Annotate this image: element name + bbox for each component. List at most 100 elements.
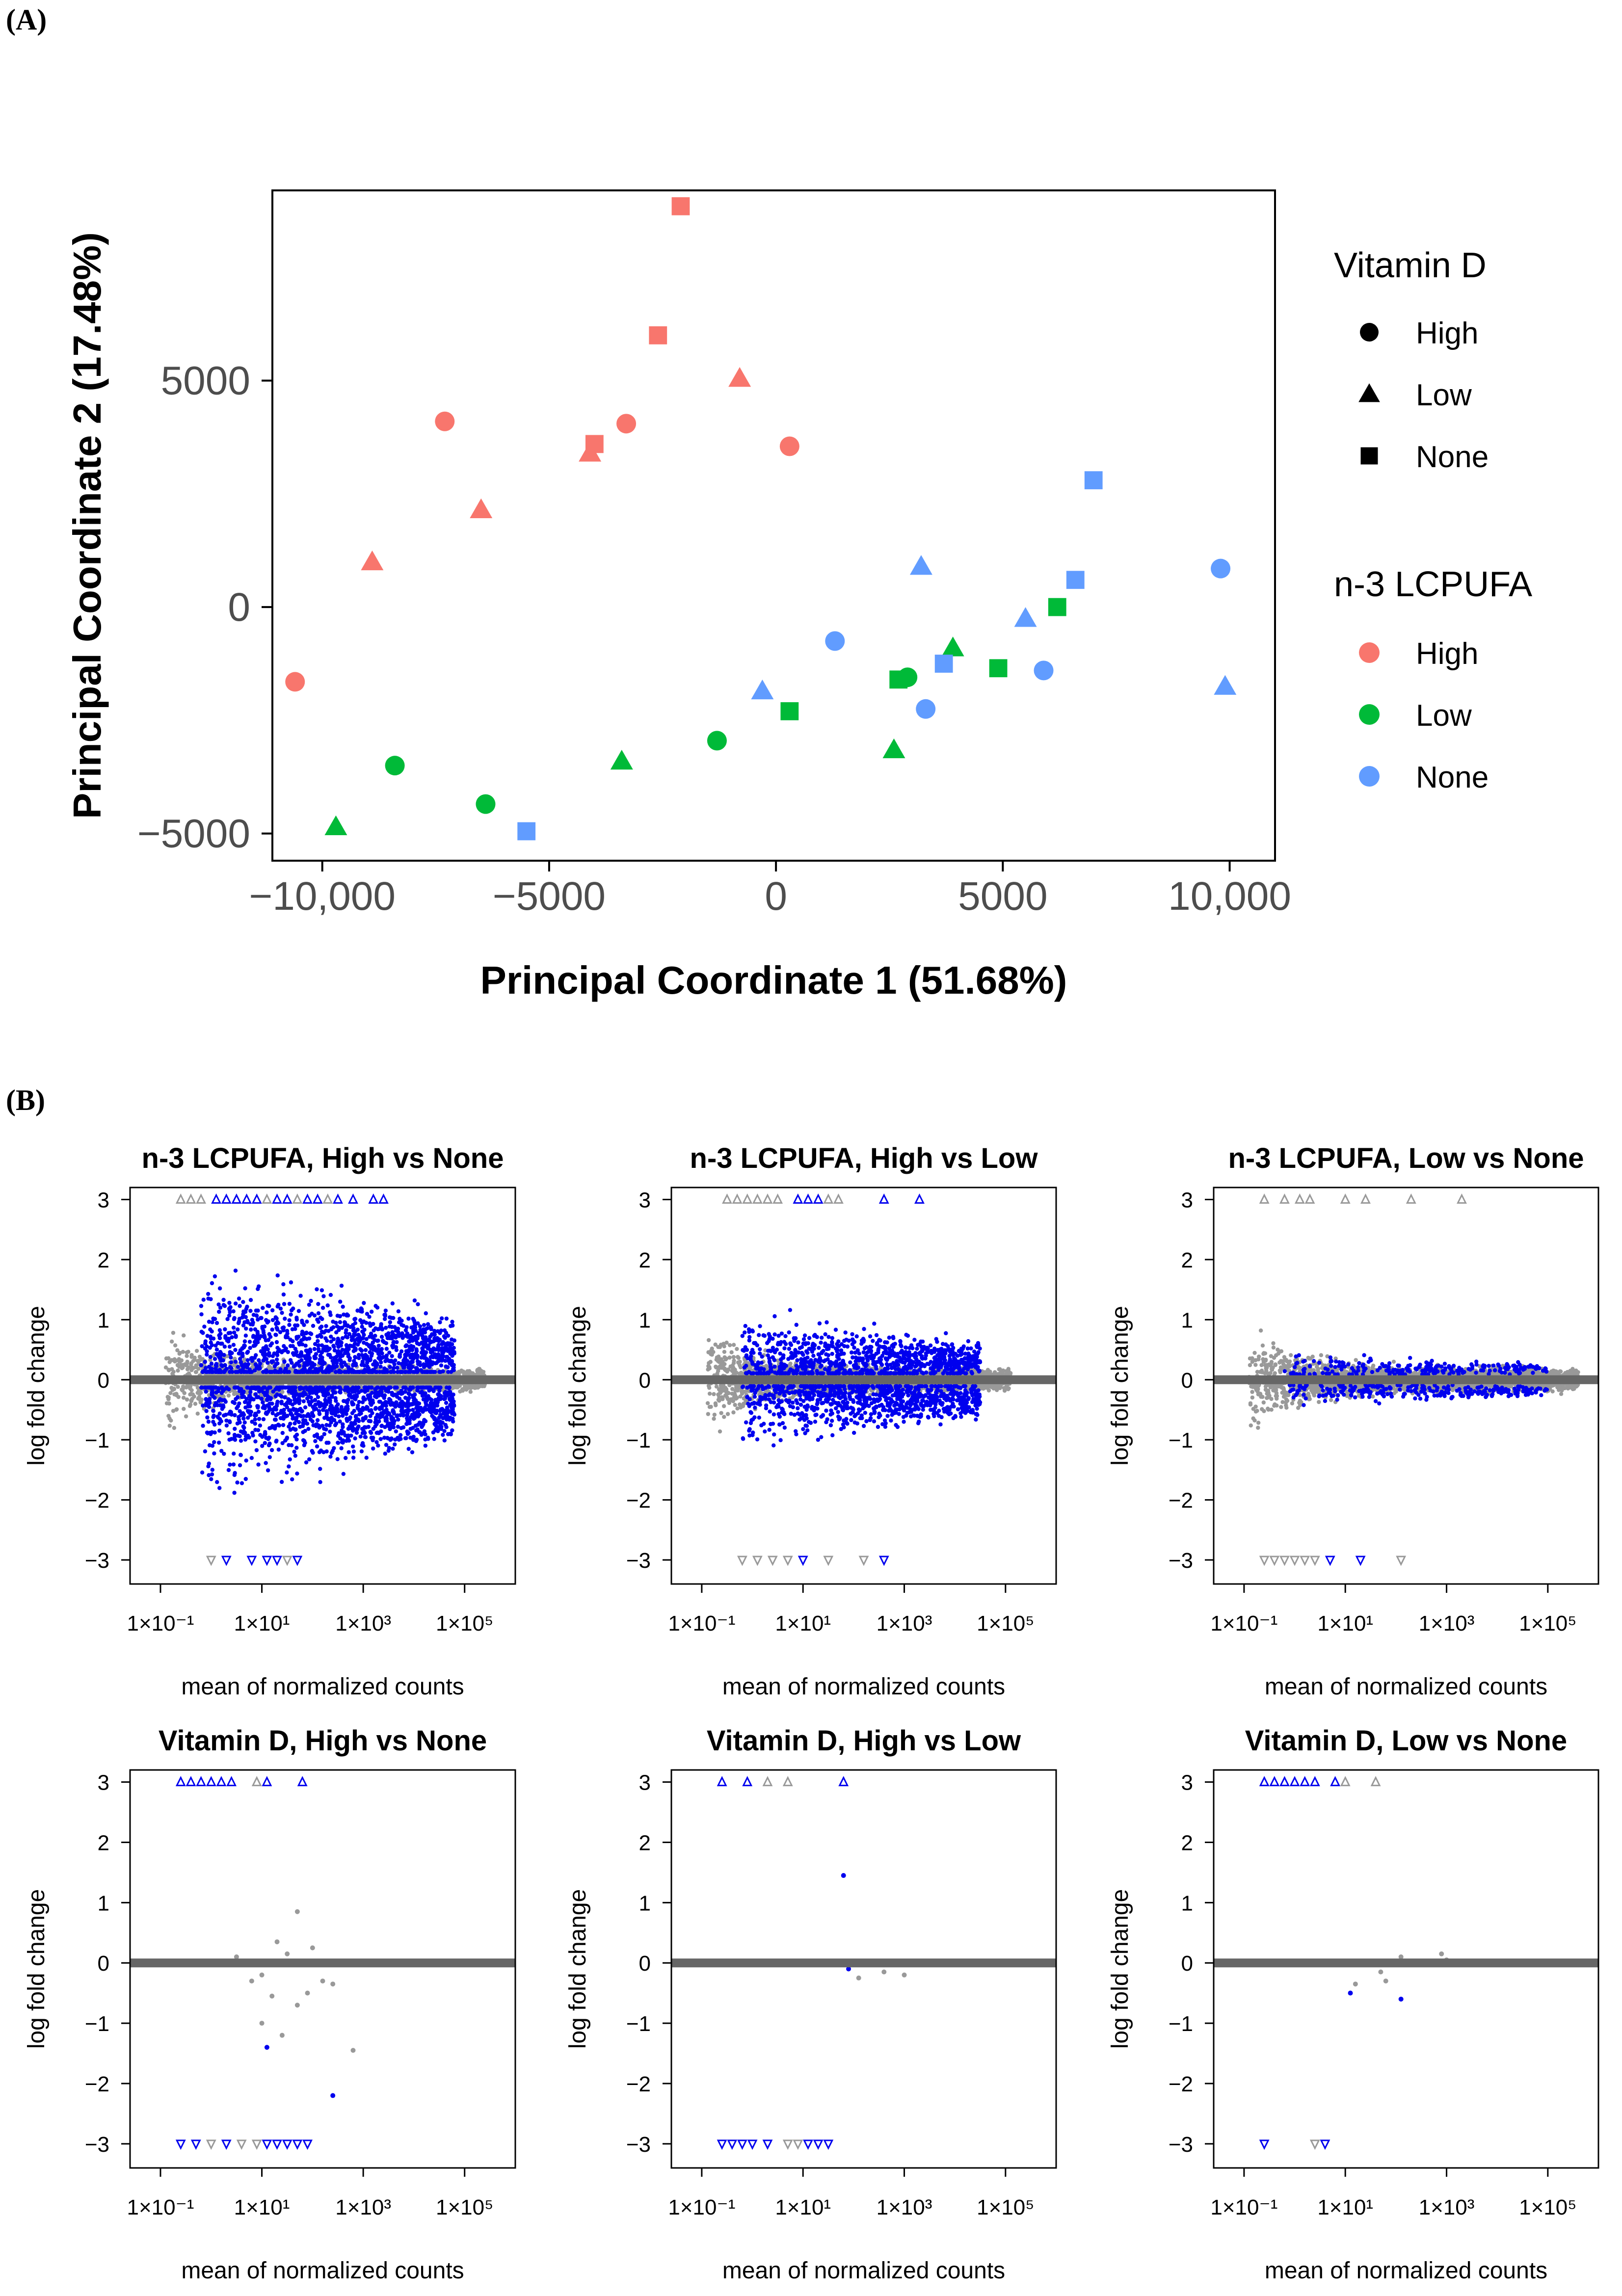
point-sig [434,1361,439,1365]
point-sig [436,1429,440,1433]
point-sig [446,1365,450,1370]
point-nonsig [465,1379,470,1383]
point-sig [369,1346,373,1351]
point-sig [414,1351,418,1356]
point-sig [359,1389,364,1393]
point-sig [346,1389,350,1394]
point-sig [305,1353,310,1357]
point-sig [368,1357,372,1361]
point-nonsig [216,1365,220,1370]
point-nonsig [425,1380,430,1385]
point-sig [223,1327,227,1332]
point-nonsig [415,1381,420,1386]
point-nonsig [463,1377,468,1381]
point-nonsig [258,1361,262,1365]
point-sig [249,1456,254,1460]
point-nonsig [350,1373,355,1378]
point-sig [448,1361,452,1366]
point-nonsig [253,1361,258,1366]
data-point [898,667,918,687]
point-nonsig [438,1381,442,1386]
point-sig [344,1405,348,1410]
point-sig [216,1353,221,1358]
point-nonsig [249,1370,253,1374]
point-nonsig [359,1375,364,1380]
point-sig [425,1359,429,1364]
point-sig [423,1391,427,1396]
point-sig [266,1385,271,1390]
point-nonsig [361,1381,365,1385]
point-nonsig [300,1389,304,1394]
point-sig [450,1359,454,1363]
point-nonsig [478,1376,482,1381]
point-sig [443,1346,448,1351]
point-nonsig [376,1379,380,1384]
point-sig [388,1370,393,1374]
point-sig [429,1387,434,1392]
point-sig [411,1357,416,1361]
point-sig [309,1395,313,1400]
point-sig [233,1301,238,1306]
point-nonsig [331,1377,336,1382]
point-nonsig [267,1383,272,1388]
point-sig [409,1352,414,1357]
point-sig [331,1418,336,1422]
point-nonsig [309,1377,314,1382]
point-nonsig [297,1374,302,1378]
point-nonsig [387,1386,391,1391]
point-sig [253,1422,257,1426]
point-sig [371,1340,375,1345]
point-sig [404,1436,408,1440]
point-sig [242,1430,247,1435]
point-nonsig [361,1380,366,1385]
point-sig [267,1351,271,1355]
point-nonsig [291,1383,295,1387]
point-sig [268,1335,273,1339]
point-sig [408,1370,412,1374]
point-sig [295,1323,300,1328]
point-nonsig [284,1371,289,1375]
point-nonsig [228,1376,232,1381]
point-sig [285,1405,290,1409]
point-sig [423,1352,427,1357]
point-nonsig [395,1374,399,1378]
point-nonsig [417,1371,421,1375]
point-sig [425,1385,430,1390]
point-sig [432,1417,437,1422]
point-sig [414,1352,419,1357]
point-sig [355,1425,360,1430]
point-sig [266,1395,271,1399]
point-sig [294,1437,299,1442]
point-nonsig [318,1371,322,1375]
point-sig [427,1365,432,1369]
point-nonsig [429,1385,434,1390]
point-nonsig [470,1380,474,1385]
point-sig [231,1462,236,1467]
point-nonsig [463,1380,467,1385]
point-nonsig [372,1377,376,1381]
point-nonsig [341,1372,346,1377]
point-sig [242,1395,246,1399]
point-sig [292,1408,296,1412]
point-sig [283,1367,288,1371]
point-nonsig [469,1383,474,1388]
point-sig [324,1423,329,1427]
point-nonsig [481,1370,486,1374]
point-sig [433,1410,438,1415]
point-nonsig [318,1381,322,1386]
point-sig [414,1428,419,1433]
point-nonsig [445,1383,450,1388]
point-nonsig [373,1377,377,1382]
point-nonsig [306,1383,311,1387]
point-sig [297,1398,302,1402]
point-nonsig [219,1373,224,1378]
point-nonsig [346,1373,351,1378]
point-nonsig [409,1383,414,1388]
point-nonsig [425,1382,429,1387]
point-sig [403,1328,408,1333]
point-nonsig [375,1378,380,1383]
point-sig [351,1328,356,1333]
data-point [728,367,751,387]
point-sig [361,1416,365,1421]
point-sig [265,1352,269,1357]
